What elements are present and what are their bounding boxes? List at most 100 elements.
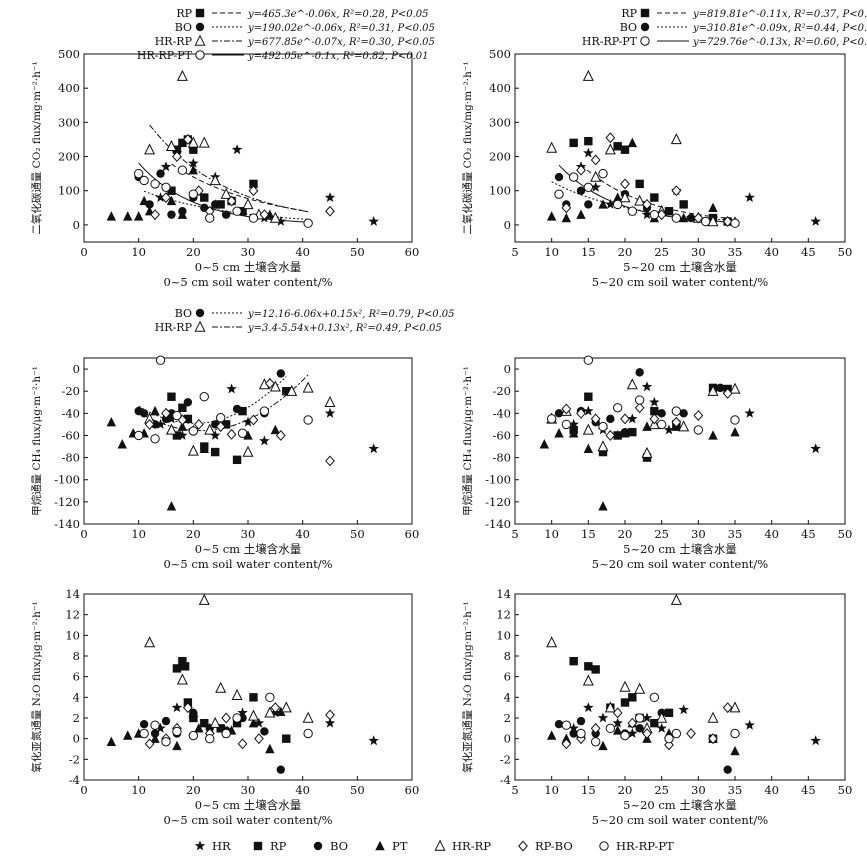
- y-tick-label: 200: [58, 150, 80, 164]
- x-axis-label-en: 0~5 cm soil water content/%: [163, 557, 332, 571]
- data-point: [248, 185, 259, 197]
- x-tick-label: 5: [511, 245, 518, 259]
- data-point: [280, 701, 292, 713]
- series-hr-rp: [546, 593, 741, 734]
- data-point: [106, 211, 117, 221]
- data-point: [671, 213, 682, 223]
- data-point: [613, 142, 622, 151]
- fit-legend-name: BO: [175, 307, 192, 320]
- data-point: [664, 733, 674, 744]
- y-tick-label: 6: [73, 670, 80, 684]
- data-point: [324, 192, 336, 202]
- data-point: [561, 738, 572, 750]
- data-point: [172, 431, 182, 440]
- data-point: [656, 209, 667, 221]
- data-point: [215, 413, 226, 423]
- data-point: [693, 425, 704, 435]
- legend-label: HR-RP: [452, 839, 491, 853]
- data-point: [649, 209, 660, 220]
- data-point: [172, 726, 182, 737]
- data-point: [276, 369, 285, 378]
- data-point: [730, 218, 740, 228]
- data-point: [590, 737, 601, 747]
- data-point: [205, 213, 215, 223]
- data-point: [106, 416, 117, 427]
- data-point: [546, 636, 558, 648]
- data-point: [590, 170, 602, 182]
- data-point: [325, 709, 335, 721]
- fit-legend-equation: y=12.16-6.06x+0.15x², R²=0.79, P<0.05: [247, 309, 455, 320]
- data-point: [275, 430, 286, 441]
- x-tick-label: 15: [581, 783, 596, 797]
- x-axis-label-cn: 0~5 cm 土壤含水量: [195, 260, 301, 274]
- y-tick-label: 300: [58, 115, 80, 129]
- x-tick-label: 10: [544, 527, 559, 541]
- data-point: [707, 711, 719, 723]
- plot-frame: [83, 53, 413, 243]
- data-point: [606, 414, 615, 424]
- x-tick-label: 40: [295, 527, 310, 541]
- data-point: [231, 144, 243, 155]
- data-point: [730, 415, 740, 425]
- fit-legend-equation: y=492.05e^-0.1x, R²=0.82, P<0.01: [247, 51, 429, 62]
- data-point: [264, 378, 275, 389]
- data-point: [590, 181, 601, 192]
- data-point: [620, 698, 630, 707]
- series-rp-bo: [144, 378, 335, 467]
- fit-legend-equation: y=190.02e^-0.06x, R²=0.31, P<0.05: [247, 23, 435, 34]
- x-tick-label: 50: [838, 245, 853, 259]
- panel-co2_5_20: 5 10 15 20 25 30 35 40 45 5001002003004005005~20 …: [461, 7, 867, 289]
- data-point: [605, 198, 616, 209]
- legend-item-hr: HR: [194, 839, 231, 853]
- data-point: [583, 355, 594, 365]
- x-tick-label: 30: [691, 783, 706, 797]
- fit-legend-marker: [640, 36, 650, 46]
- legend-item-rp: RP: [253, 839, 287, 853]
- fit-legend-name: HR-RP: [155, 35, 193, 48]
- data-point: [649, 396, 660, 407]
- data-point: [678, 212, 689, 223]
- data-point: [686, 213, 696, 223]
- series-hr-rp: [144, 593, 314, 728]
- data-point: [598, 740, 608, 751]
- x-tick-label: 40: [764, 245, 779, 259]
- data-point: [133, 211, 144, 221]
- x-tick-label: 15: [581, 245, 596, 259]
- data-point: [598, 199, 608, 209]
- data-point: [612, 403, 623, 413]
- data-point: [627, 717, 638, 729]
- data-point: [546, 141, 558, 153]
- data-point: [634, 713, 645, 723]
- y-tick-label: 2: [73, 711, 80, 725]
- data-point: [650, 193, 659, 202]
- legend-marker: [194, 840, 206, 851]
- data-point: [302, 711, 314, 723]
- x-tick-label: 5: [511, 783, 518, 797]
- x-tick-label: 20: [618, 527, 633, 541]
- data-point: [260, 727, 269, 736]
- y-tick-label: -100: [54, 473, 80, 487]
- y-axis-label: 氧化亚氮通量 N₂O flux/μg·m⁻²·h⁻¹: [461, 601, 474, 772]
- data-point: [176, 673, 188, 685]
- fit-legend: RP y=819.81e^-0.11x, R²=0.37, P<0.05 BO y=3…: [582, 7, 867, 48]
- fit-legend-name: HR-RP-PT: [582, 35, 638, 48]
- x-tick-label: 50: [838, 527, 853, 541]
- data-point: [641, 446, 653, 458]
- data-point: [193, 418, 204, 430]
- x-tick-label: 10: [131, 245, 146, 259]
- data-point: [325, 455, 335, 467]
- data-point: [324, 407, 336, 418]
- data-point: [167, 186, 176, 195]
- data-point: [656, 419, 667, 430]
- data-point: [612, 199, 623, 210]
- y-tick-label: 0: [73, 362, 80, 376]
- x-tick-label: 20: [186, 245, 201, 259]
- fit-legend-marker: [195, 308, 205, 318]
- data-point: [679, 409, 688, 418]
- data-point: [200, 193, 209, 202]
- data-point: [177, 165, 188, 175]
- y-tick-label: 100: [58, 184, 80, 198]
- data-point: [237, 738, 248, 750]
- data-point: [723, 765, 732, 774]
- plot-frame: [514, 593, 846, 781]
